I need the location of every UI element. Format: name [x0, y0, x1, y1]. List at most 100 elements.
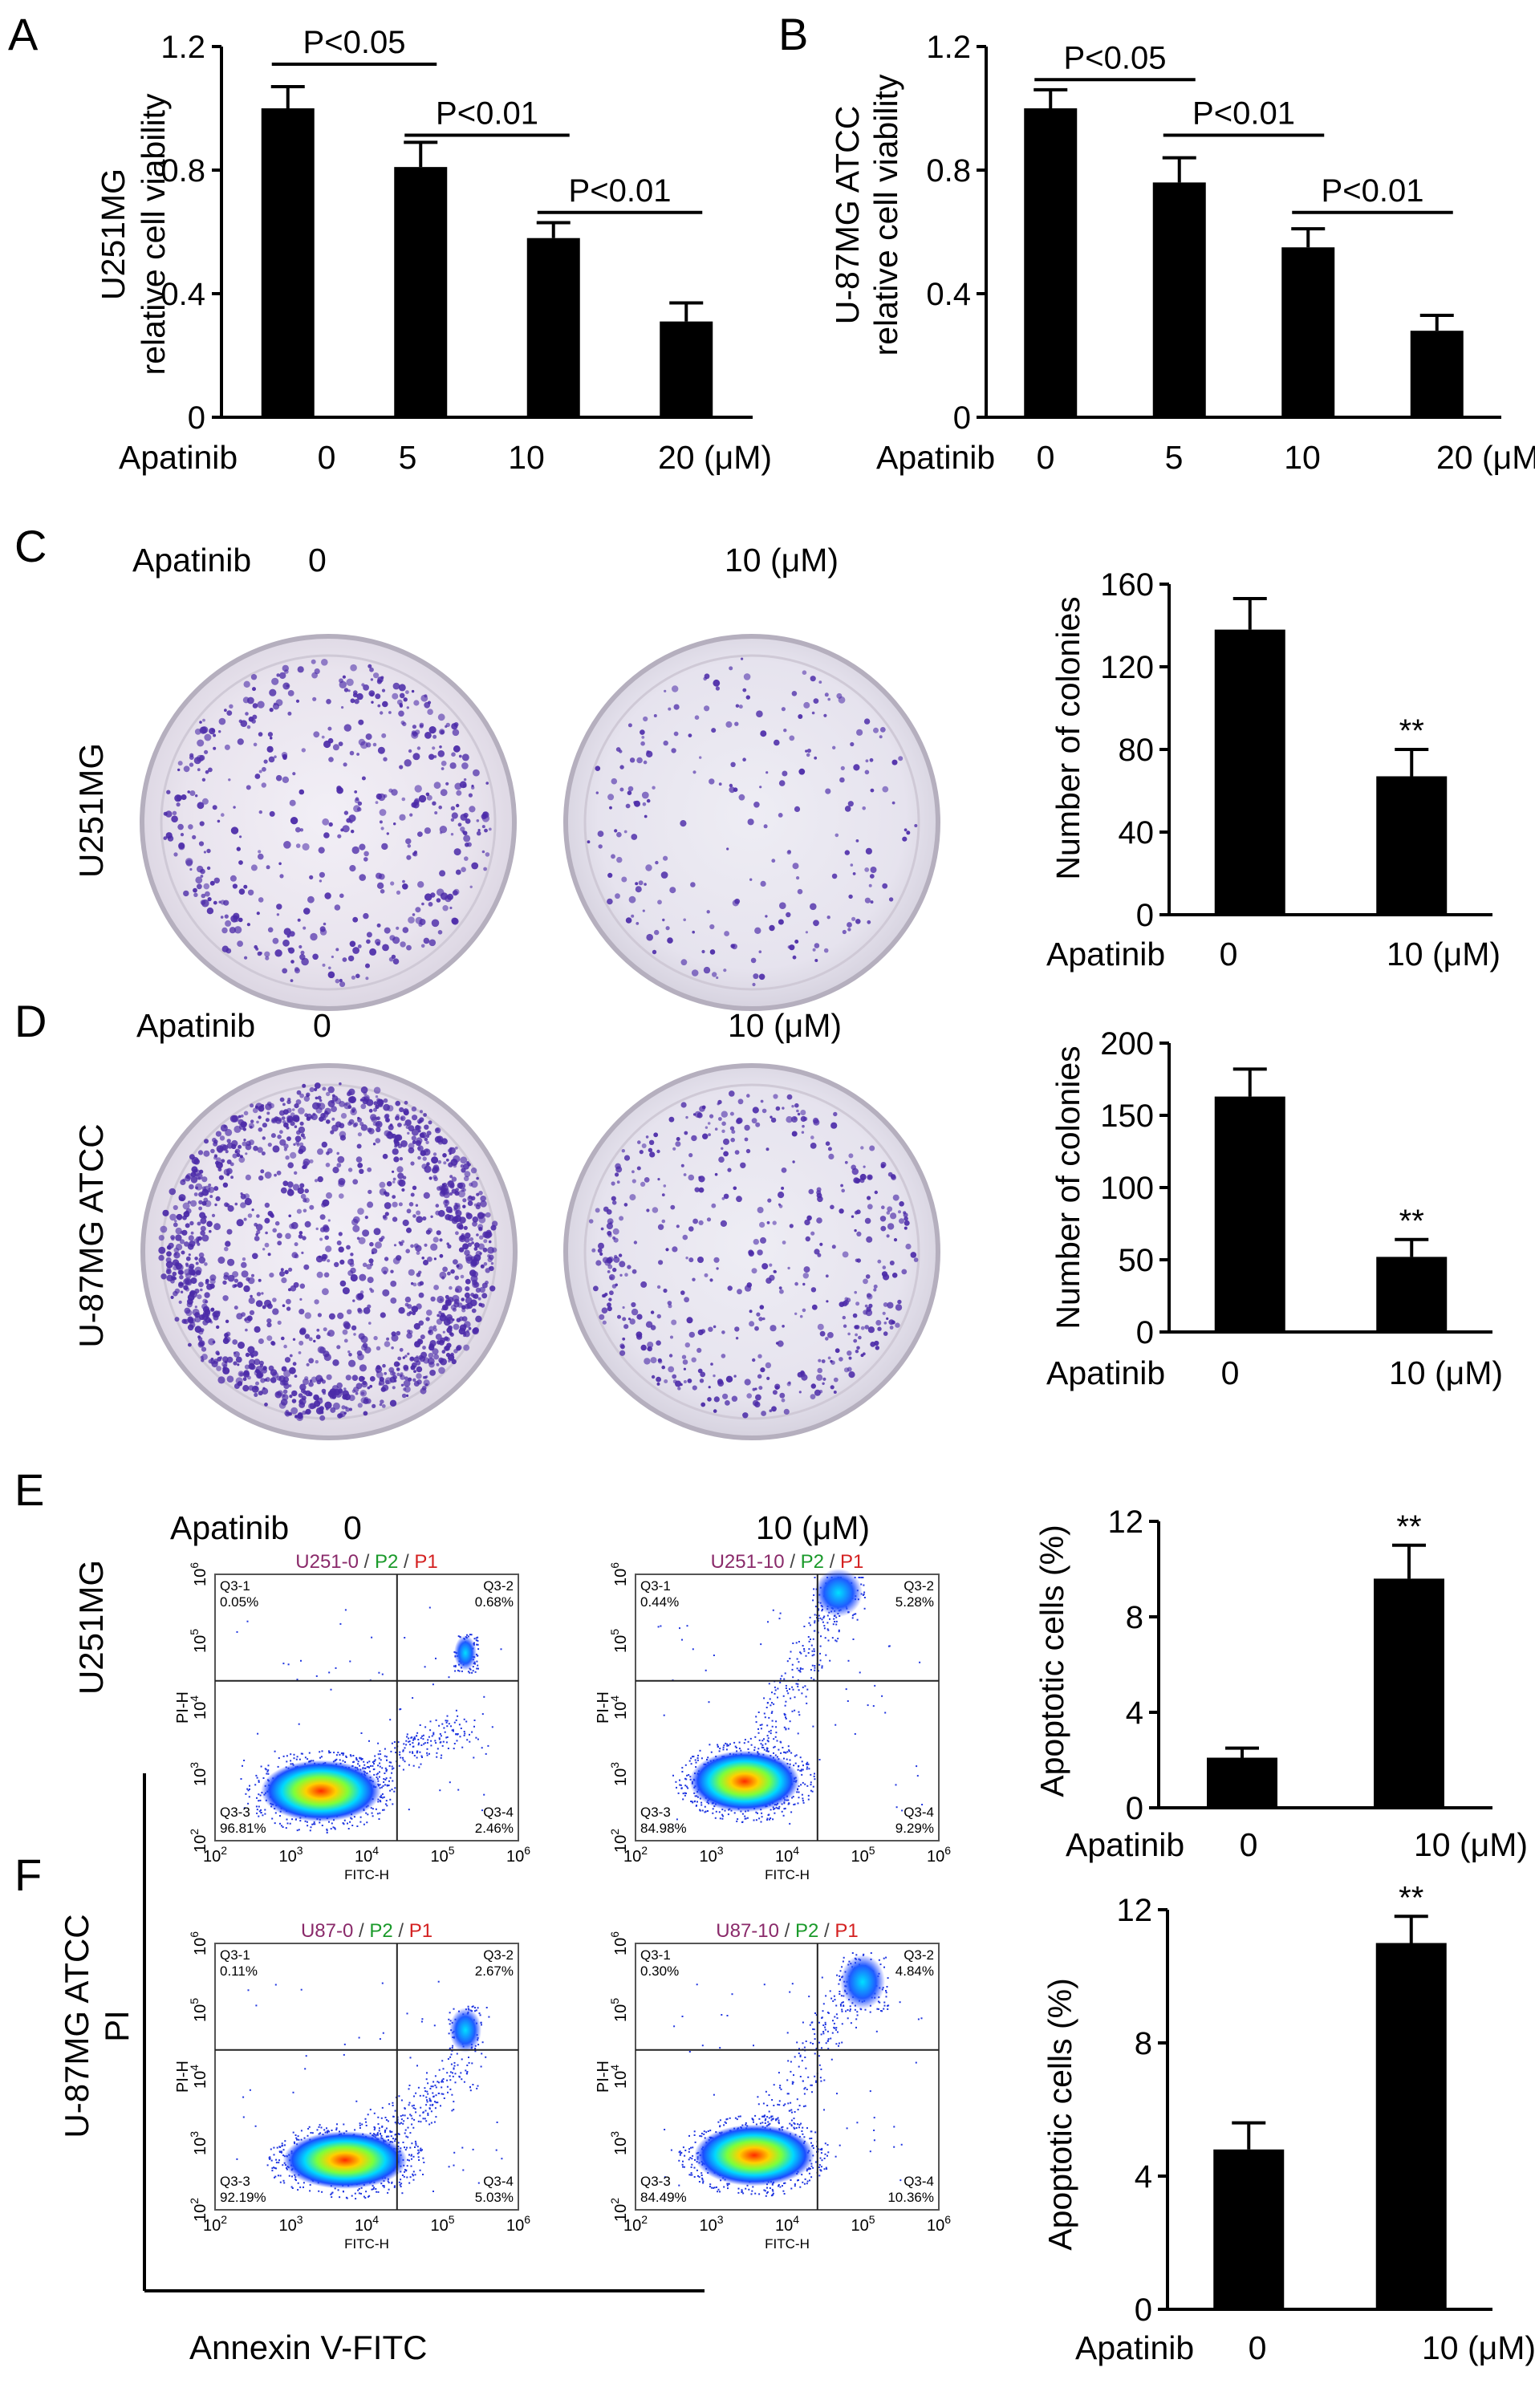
colony-dot — [653, 1132, 659, 1138]
colony-dot — [481, 850, 485, 854]
event-dot — [429, 1720, 432, 1723]
event-dot — [767, 1814, 770, 1817]
colony-dot — [738, 794, 745, 801]
colony-dot — [456, 1264, 460, 1268]
colony-dot — [303, 1379, 309, 1385]
colony-dot — [243, 1111, 249, 1116]
colony-dot — [455, 1285, 463, 1293]
event-dot — [266, 1772, 268, 1775]
event-dot — [817, 1608, 819, 1610]
colony-dot — [439, 1253, 444, 1258]
colony-dot — [463, 812, 469, 818]
colony-dot — [213, 1141, 218, 1147]
event-dot — [256, 1797, 258, 1799]
colony-dot — [771, 1406, 777, 1412]
y-tick-label: 40 — [1119, 815, 1155, 851]
colony-dot — [721, 1121, 726, 1127]
colony-dot — [798, 768, 806, 775]
colony-dot — [337, 834, 342, 839]
event-dot — [320, 1756, 323, 1758]
event-dot — [807, 1794, 810, 1797]
event-dot — [771, 1702, 773, 1704]
event-dot — [744, 1739, 746, 1741]
colony-dot — [844, 806, 851, 812]
colony-dot — [665, 926, 670, 931]
colony-dot — [353, 805, 361, 813]
flow-title: U87-0 / P2 / P1 — [301, 1920, 432, 1942]
event-dot — [916, 1775, 919, 1777]
y-axis-label: Apoptotic cells (%) — [1042, 1978, 1078, 2251]
event-dot — [471, 1731, 473, 1733]
colony-dot — [331, 1394, 337, 1399]
colony-dot — [276, 1375, 282, 1381]
event-dot — [921, 1804, 924, 1805]
colony-dot — [462, 1204, 466, 1208]
event-dot — [487, 1744, 489, 1747]
colony-dot — [169, 1188, 177, 1196]
event-dot — [787, 1799, 790, 1801]
colony-dot — [627, 1318, 631, 1321]
colony-dot — [215, 1160, 220, 1165]
event-dot — [785, 1684, 787, 1687]
colony-dot — [680, 820, 687, 827]
event-dot — [746, 1817, 749, 1819]
colony-dot — [410, 1161, 415, 1166]
colony-dot — [734, 1150, 740, 1155]
quadrant-q2-value: 0.68% — [475, 1594, 514, 1610]
colony-dot — [405, 690, 409, 694]
event-dot — [807, 1636, 810, 1638]
event-dot — [414, 1738, 416, 1740]
colony-dot — [637, 1140, 641, 1144]
event-dot — [789, 1688, 790, 1690]
event-dot — [258, 1810, 261, 1813]
colony-dot — [272, 1308, 279, 1315]
colony-dot — [205, 891, 210, 897]
colony-dot — [460, 1164, 465, 1168]
colony-dot — [291, 1399, 297, 1403]
event-dot — [798, 1689, 800, 1691]
event-dot — [282, 1826, 284, 1828]
colony-dot — [461, 753, 469, 761]
event-dot — [700, 1804, 703, 1806]
colony-dot — [254, 1326, 261, 1333]
colony-dot — [429, 1370, 436, 1376]
y-tick-label: 1.2 — [926, 30, 971, 65]
colony-dot — [453, 1259, 458, 1265]
event-dot — [424, 1742, 426, 1744]
colony-dot — [864, 867, 870, 872]
colony-dot — [412, 1115, 418, 1121]
colony-dot — [457, 822, 462, 827]
event-dot — [761, 1724, 763, 1726]
event-dot — [722, 1748, 725, 1751]
colony-dot — [487, 1257, 493, 1263]
colony-dot — [286, 1099, 291, 1105]
colony-dot — [841, 1188, 845, 1193]
y-log-tick: 104 — [188, 1695, 209, 1720]
colony-dot — [388, 711, 392, 714]
colony-dot — [854, 1290, 857, 1294]
colony-dot — [251, 1208, 254, 1212]
event-dot — [814, 1778, 816, 1781]
colony-dot — [404, 1354, 408, 1358]
colony-dot — [286, 1298, 291, 1305]
event-dot — [321, 1825, 323, 1826]
event-dot — [757, 1732, 760, 1734]
colony-dot — [864, 897, 871, 904]
event-dot — [383, 1809, 385, 1811]
event-dot — [793, 1764, 795, 1767]
colony-dot — [636, 1334, 643, 1340]
event-dot — [454, 1670, 457, 1672]
colony-dot — [224, 1202, 229, 1208]
colony-dot — [890, 1212, 897, 1220]
event-dot — [818, 1663, 821, 1666]
colony-dot — [253, 1145, 258, 1151]
event-dot — [775, 1806, 778, 1809]
colony-dot — [348, 1359, 356, 1367]
event-dot — [672, 1774, 674, 1777]
colony-dot — [197, 802, 205, 810]
colony-dot — [707, 1397, 712, 1402]
y-tick-label: 0.4 — [926, 277, 971, 312]
colony-dot — [450, 806, 456, 810]
event-dot — [377, 1780, 380, 1782]
colony-dot — [197, 768, 201, 772]
